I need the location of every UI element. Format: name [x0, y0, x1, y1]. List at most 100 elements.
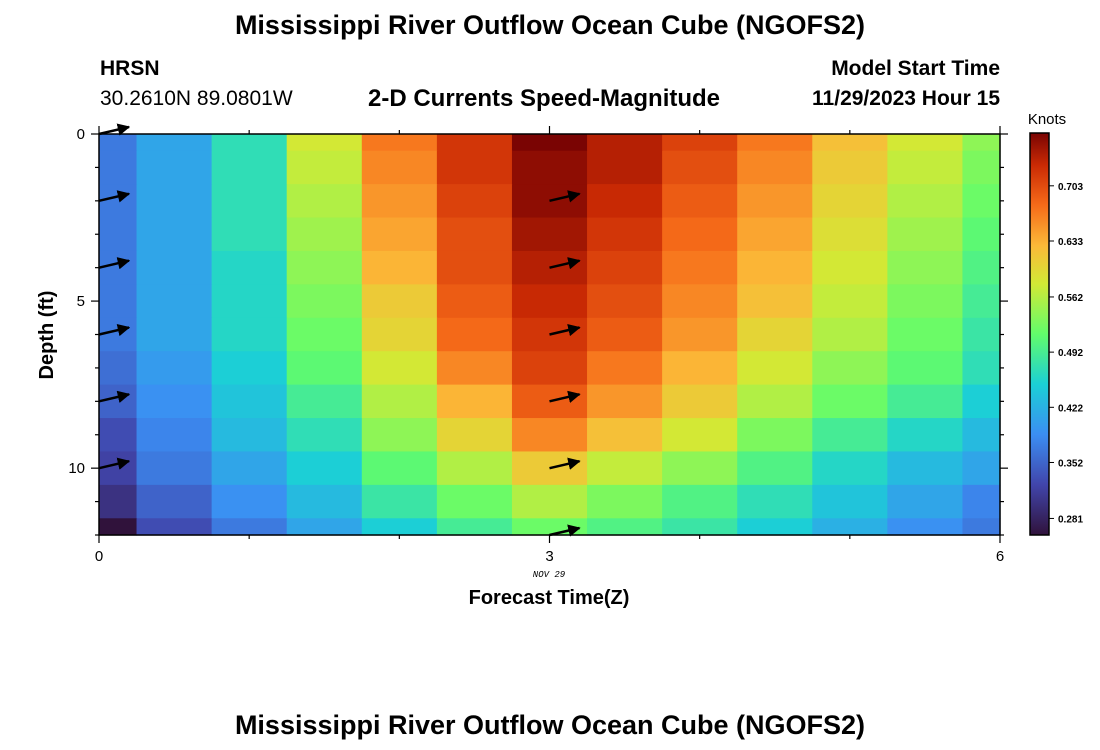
heatmap-cell	[962, 134, 1001, 152]
date-label: NOV 29	[533, 570, 566, 580]
current-vector	[549, 190, 581, 203]
heatmap-cell	[361, 284, 438, 319]
heatmap-cell	[286, 150, 363, 185]
heatmap-cell	[962, 284, 1001, 319]
heatmap-cell	[286, 317, 363, 352]
heatmap-cell	[99, 134, 138, 152]
colorbar-unit-label: Knots	[1028, 111, 1066, 128]
heatmap-cell	[812, 317, 888, 352]
heatmap-cell	[361, 484, 438, 519]
heatmap-cell	[211, 418, 288, 453]
model-start-value: 11/29/2023 Hour 15	[812, 87, 1000, 110]
heatmap-cell	[436, 184, 513, 219]
heatmap-cell	[737, 351, 813, 386]
heatmap-cell	[737, 518, 813, 536]
heatmap-cell	[361, 351, 438, 386]
heatmap-cell	[436, 384, 513, 419]
y-tick-label: 0	[77, 126, 85, 143]
heatmap-cell	[211, 250, 288, 285]
current-vector	[549, 390, 581, 403]
heatmap-cell	[361, 418, 438, 453]
heatmap-cell	[662, 184, 738, 219]
heatmap-cell	[436, 134, 513, 152]
heatmap-cell	[962, 150, 1001, 185]
heatmap-cell	[962, 250, 1001, 285]
heatmap-cell	[361, 150, 438, 185]
heatmap-cell	[737, 451, 813, 486]
heatmap-cell	[812, 250, 888, 285]
heatmap-cell	[211, 217, 288, 252]
heatmap-cell	[99, 217, 138, 252]
heatmap-cell	[361, 184, 438, 219]
x-tick-label: 0	[95, 548, 103, 565]
heatmap-cell	[587, 384, 663, 419]
heatmap-cell	[436, 217, 513, 252]
heatmap-cell	[812, 418, 888, 453]
colorbar	[1029, 132, 1050, 536]
heatmap-cell	[361, 217, 438, 252]
model-start-label: Model Start Time	[831, 57, 1000, 80]
heatmap-cell	[99, 250, 138, 285]
heatmap-cell	[211, 518, 288, 536]
current-vector	[549, 323, 581, 337]
heatmap-cell	[887, 484, 964, 519]
heatmap-cell	[737, 317, 813, 352]
heatmap-cell	[662, 451, 738, 486]
heatmap-cell	[812, 284, 888, 319]
heatmap-cell	[887, 134, 964, 152]
heatmap-cell	[887, 184, 964, 219]
heatmap-cell	[587, 150, 663, 185]
heatmap-cell	[99, 150, 138, 185]
current-vector	[549, 457, 581, 470]
heatmap-cell	[361, 451, 438, 486]
heatmap-cell	[436, 284, 513, 319]
heatmap-cell	[587, 134, 663, 152]
heatmap-cell	[286, 134, 363, 152]
heatmap-cell	[361, 250, 438, 285]
heatmap-cell	[812, 134, 888, 152]
heatmap-cell	[962, 518, 1001, 536]
heatmap-cell	[662, 317, 738, 352]
heatmap-cell	[662, 284, 738, 319]
heatmap-cell	[662, 250, 738, 285]
heatmap-cell	[662, 484, 738, 519]
heatmap-cell	[99, 351, 138, 386]
heatmap-cell	[436, 250, 513, 285]
heatmap-cell	[962, 351, 1001, 386]
heatmap-cell	[99, 418, 138, 453]
heatmap-cell	[286, 451, 363, 486]
current-vector	[549, 257, 581, 270]
heatmap-cell	[136, 250, 213, 285]
heatmap-cell	[662, 518, 738, 536]
heatmap-cell	[286, 184, 363, 219]
heatmap-cell	[962, 484, 1001, 519]
heatmap-cell	[99, 384, 138, 419]
heatmap-cell	[99, 184, 138, 219]
heatmap-cell	[887, 150, 964, 185]
current-vectors	[98, 123, 581, 537]
current-vector	[98, 190, 131, 203]
heatmap-cell	[812, 184, 888, 219]
chart-title: Mississippi River Outflow Ocean Cube (NG…	[234, 10, 866, 40]
x-tick-label: 6	[996, 548, 1004, 565]
heatmap-cell	[511, 134, 588, 152]
x-tick-label: 3	[545, 548, 553, 565]
y-tick-label: 5	[77, 293, 85, 310]
heatmap-cell	[211, 284, 288, 319]
heatmap-cell	[887, 384, 964, 419]
colorbar-tick-label: 0.281	[1058, 514, 1083, 525]
heatmap-cell	[436, 484, 513, 519]
heatmap-cell	[962, 184, 1001, 219]
heatmap-cell	[436, 150, 513, 185]
heatmap-cell	[136, 384, 213, 419]
current-vector	[98, 390, 131, 403]
heatmap-cell	[737, 384, 813, 419]
heatmap-cell	[436, 418, 513, 453]
heatmap-cell	[286, 384, 363, 419]
heatmap-cell	[286, 351, 363, 386]
axis-ticks: 0 5 10 0 3 6	[68, 126, 1008, 565]
heatmap-cell	[136, 518, 213, 536]
heatmap-cell	[99, 317, 138, 352]
heatmap-cell	[662, 150, 738, 185]
heatmap-cell	[436, 451, 513, 486]
